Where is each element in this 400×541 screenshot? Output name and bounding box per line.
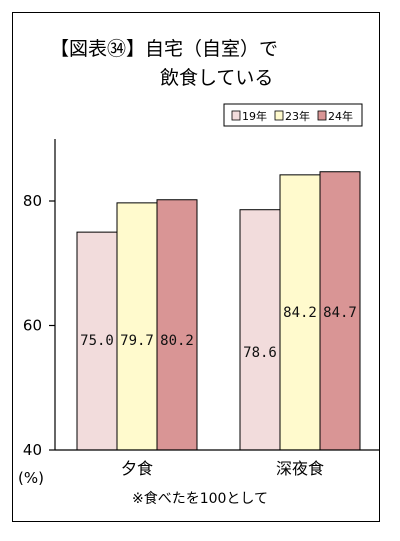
bar-value-label: 84.2 [283, 305, 317, 321]
legend-label-24: 24年 [328, 109, 353, 123]
bar [116, 202, 158, 451]
bar [239, 209, 281, 451]
y-tick-label: 60 [23, 317, 42, 335]
legend-label-23: 23年 [285, 109, 310, 123]
x-axis-categories: 夕食 深夜食 [121, 459, 324, 478]
x-category-label: 夕食 [121, 459, 153, 478]
legend-label-19: 19年 [242, 109, 267, 123]
legend-item-23: 23年 [274, 109, 310, 123]
bars [76, 171, 361, 451]
y-tick-label: 40 [23, 441, 42, 459]
footnote: ※食べたを100として [132, 490, 268, 507]
bar-value-label: 84.7 [323, 305, 357, 321]
bar [279, 174, 321, 451]
legend-item-24: 24年 [317, 109, 353, 123]
bar-value-label: 79.7 [120, 333, 154, 349]
bar-labels: 75.0 79.7 80.2 78.6 84.2 84.7 [80, 305, 357, 361]
legend-box [223, 103, 363, 127]
legend-swatch-24 [317, 110, 327, 121]
y-axis-ticks: 80 60 40 [23, 192, 55, 459]
bar-value-label: 75.0 [80, 333, 114, 349]
legend-swatch-23 [274, 110, 284, 121]
y-axis-unit: (%) [18, 469, 44, 487]
bar-value-label: 78.6 [243, 345, 277, 361]
bar-value-label: 80.2 [160, 333, 194, 349]
chart-frame [12, 12, 380, 522]
y-tick-label: 80 [23, 192, 42, 210]
bar [156, 199, 198, 451]
legend-swatch-19 [231, 110, 241, 121]
legend: 19年 23年 24年 [223, 103, 363, 127]
x-category-label: 深夜食 [276, 459, 324, 478]
chart-title-line1: 【図表㉞】自宅（自室）で [50, 38, 278, 60]
legend-item-19: 19年 [231, 109, 267, 123]
chart-title-line2: 飲食している [160, 67, 273, 89]
